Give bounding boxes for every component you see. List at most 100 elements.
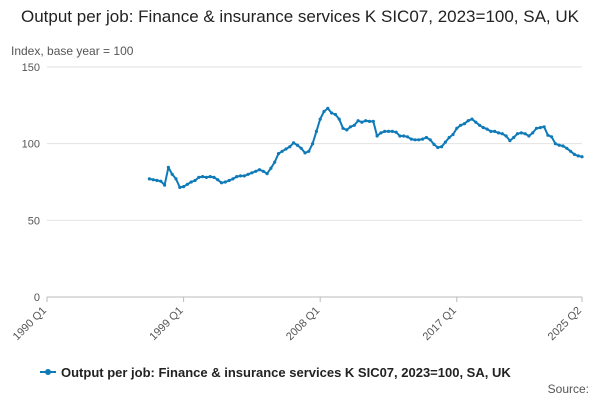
- data-point: [576, 154, 580, 158]
- data-point: [413, 138, 417, 142]
- data-point: [569, 149, 573, 153]
- data-point: [485, 127, 489, 131]
- data-point: [519, 131, 523, 135]
- data-point: [212, 175, 216, 179]
- data-point: [523, 132, 527, 136]
- data-point: [474, 120, 478, 124]
- data-point: [527, 134, 531, 138]
- data-point: [269, 166, 273, 170]
- data-point: [360, 120, 364, 124]
- data-point: [216, 178, 220, 182]
- data-point: [276, 152, 281, 156]
- data-point: [440, 145, 444, 149]
- y-tick-label: 150: [22, 62, 40, 74]
- data-point: [455, 126, 459, 130]
- data-point: [265, 172, 269, 176]
- data-point: [242, 174, 246, 178]
- data-point: [515, 132, 520, 136]
- data-point: [512, 135, 516, 140]
- data-point: [436, 145, 440, 150]
- data-point: [178, 185, 182, 189]
- x-tick-label: 2017 Q1: [421, 305, 459, 343]
- y-tick-label: 50: [28, 215, 40, 227]
- data-point: [451, 132, 455, 137]
- data-point: [295, 143, 299, 147]
- data-point: [201, 175, 205, 179]
- data-point: [402, 134, 406, 138]
- data-point: [565, 146, 569, 150]
- data-point: [504, 134, 508, 138]
- data-point: [174, 177, 178, 181]
- data-point: [561, 144, 565, 148]
- source-label: Source:: [547, 382, 589, 396]
- legend-line-marker-icon: [40, 369, 56, 375]
- data-point: [398, 134, 402, 138]
- data-point: [219, 181, 224, 185]
- chart-legend[interactable]: Output per job: Finance & insurance serv…: [40, 363, 511, 381]
- data-point: [424, 135, 428, 140]
- data-point: [496, 131, 501, 135]
- data-point: [386, 129, 391, 133]
- data-point: [330, 111, 334, 115]
- data-point: [326, 106, 330, 110]
- data-point: [227, 178, 231, 183]
- data-point: [557, 143, 561, 147]
- data-point: [478, 123, 482, 127]
- data-point: [284, 147, 288, 151]
- data-point: [352, 123, 356, 127]
- chart-title: Output per job: Finance & insurance serv…: [20, 7, 579, 26]
- data-point: [481, 126, 485, 130]
- data-point: [166, 165, 170, 169]
- data-point: [466, 119, 470, 123]
- data-point: [163, 183, 167, 187]
- data-point: [341, 126, 345, 130]
- data-point: [432, 142, 436, 146]
- data-point: [394, 130, 398, 134]
- y-tick-label: 0: [34, 292, 40, 304]
- data-point: [303, 151, 307, 155]
- data-point: [470, 117, 474, 121]
- data-point: [508, 139, 512, 143]
- data-point: [421, 137, 425, 141]
- data-point: [311, 142, 315, 146]
- data-point: [538, 126, 542, 130]
- data-point: [170, 172, 174, 176]
- data-point: [189, 180, 193, 184]
- data-point: [307, 149, 311, 153]
- data-point: [273, 160, 277, 164]
- data-point: [383, 129, 387, 133]
- y-tick-label: 100: [22, 139, 40, 151]
- data-point: [257, 168, 262, 172]
- data-point: [534, 126, 539, 130]
- data-point: [238, 174, 243, 178]
- x-tick-label: 1999 Q1: [147, 305, 185, 343]
- data-point: [553, 142, 558, 146]
- data-point: [409, 137, 413, 141]
- data-point: [348, 125, 353, 129]
- data-point: [261, 169, 265, 173]
- data-point: [375, 134, 379, 138]
- x-tick-label: 2008 Q1: [284, 305, 322, 343]
- data-point: [367, 119, 372, 123]
- data-point: [223, 180, 227, 184]
- data-point: [235, 175, 239, 179]
- data-point: [489, 129, 493, 133]
- x-tick-label: 2025 Q2: [546, 305, 584, 343]
- data-point: [337, 117, 341, 121]
- data-point: [572, 152, 577, 156]
- data-point: [322, 109, 326, 114]
- data-point: [493, 129, 497, 133]
- data-point: [580, 155, 584, 159]
- data-point: [500, 132, 504, 136]
- data-point: [208, 175, 212, 179]
- data-point: [197, 175, 201, 179]
- data-point: [462, 122, 466, 126]
- data-point: [546, 133, 550, 137]
- data-point: [447, 135, 451, 140]
- data-point: [299, 146, 303, 150]
- data-point: [314, 129, 318, 133]
- data-point: [185, 182, 189, 186]
- data-point: [288, 145, 292, 149]
- data-point: [204, 175, 208, 179]
